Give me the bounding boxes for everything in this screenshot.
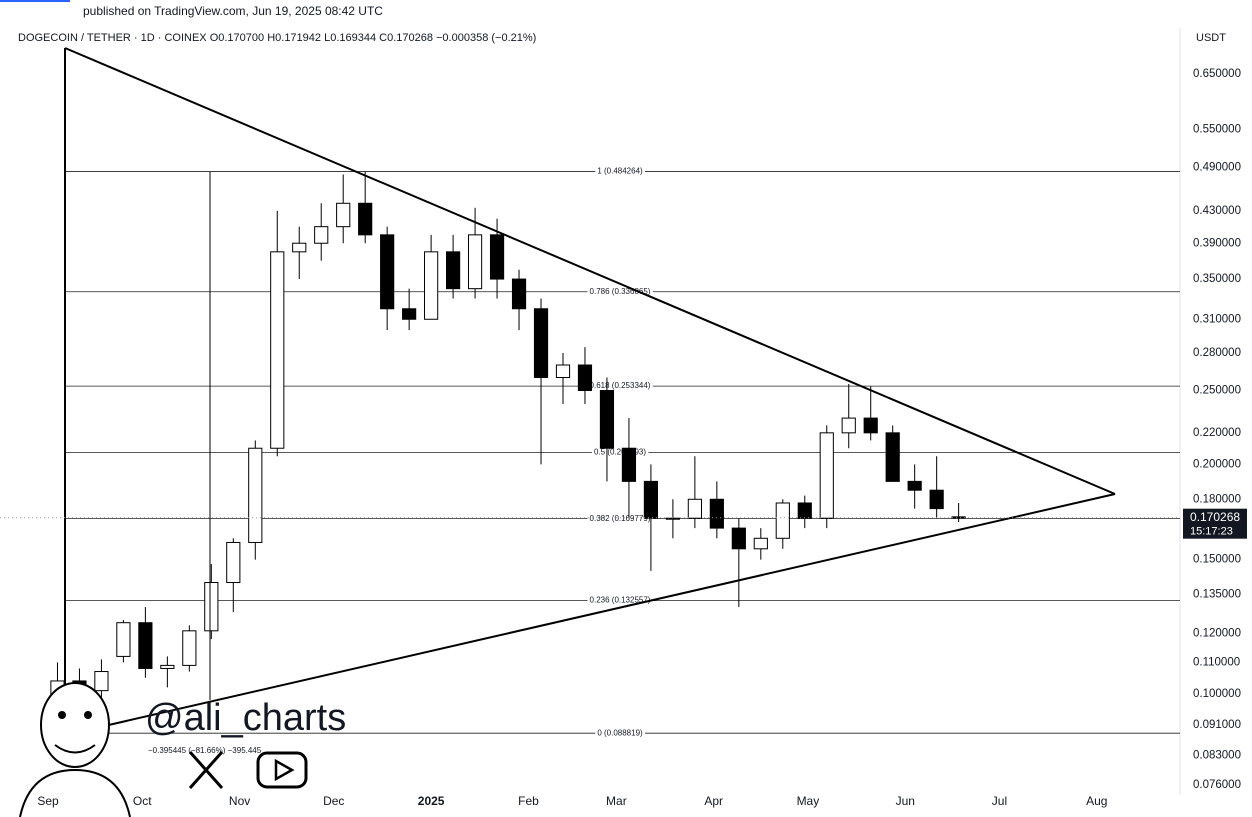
youtube-logo [256,751,308,789]
x-tick-label: Feb [518,794,539,808]
fib-level-label: 0.382 (0.169779) [590,514,651,523]
x-tick-label: Nov [229,794,250,808]
watermark: @ali_charts [145,697,346,739]
x-tick-label: May [797,794,820,808]
candle-body [116,622,131,657]
candle-body [226,541,241,584]
candle-body [665,517,680,520]
fib-level-label: 0.236 (0.132557) [590,596,651,605]
y-tick-label: 0.120000 [1193,628,1241,640]
candle-body [292,242,307,253]
candle-body [687,498,702,519]
y-tick-label: 0.310000 [1193,313,1241,325]
candle-body [248,447,263,543]
y-tick-label: 0.110000 [1193,656,1240,668]
candle-body [885,432,900,482]
measure-label: −0.395445 (−81.66%) −395.445 [148,746,262,755]
y-tick-label: 0.550000 [1193,123,1241,135]
x-tick-label: Apr [704,794,723,808]
candle-body [204,582,219,632]
published-note: published on TradingView.com, Jun 19, 20… [83,4,383,18]
candle-body [380,234,395,310]
candle-body [402,308,417,320]
y-tick-label: 0.220000 [1193,427,1241,439]
y-tick-label: 0.280000 [1193,347,1241,359]
y-tick-label: 0.083000 [1193,750,1241,762]
candle-body [775,502,790,539]
candle-body [599,389,615,449]
fib-label-bg [587,381,653,391]
avatar [19,682,131,817]
candle-body [511,278,527,310]
last-price-label: 0.170268 [1190,510,1240,524]
last-price-box [1183,508,1247,539]
fib-level-label: 0.5 (0.207393) [594,447,646,456]
y-tick-label: 0.200000 [1193,458,1241,470]
x-tick-label: Dec [323,794,344,808]
candle-body [863,417,878,434]
fib-label-bg [587,286,653,296]
x-tick-label: Jul [992,794,1007,808]
y-tick-label: 0.091000 [1193,719,1241,731]
candle-body [446,251,461,290]
x-logo [188,751,224,789]
countdown-label: 15:17:23 [1190,526,1233,538]
candle-body [929,489,944,510]
candle-body [467,234,483,290]
x-tick-label: Jun [896,794,915,808]
fib-label-bg [587,595,653,605]
candle-body [270,251,285,449]
x-tick-label: Sep [37,794,59,808]
y-tick-label: 0.350000 [1193,273,1241,285]
y-tick-label: 0.650000 [1193,68,1241,80]
y-tick-label: 0.490000 [1193,162,1241,174]
candle-body [138,622,153,669]
candle-body [577,364,593,391]
y-tick-label: 0.430000 [1193,205,1241,217]
y-tick-label: 0.180000 [1193,493,1241,505]
y-axis-label: USDT [1196,32,1226,44]
triangle-drawing [64,47,1116,736]
candle-body [797,502,812,519]
candle-body [182,630,197,666]
candle-body [489,234,505,280]
candle-body [160,664,175,669]
candle-body [709,498,724,529]
candle-body [533,308,549,379]
fib-label-bg [587,513,653,523]
candle-body [951,516,966,519]
candle-body [907,480,922,491]
x-tick-label: 2025 [418,794,445,808]
candle-body [424,251,439,320]
y-tick-label: 0.250000 [1193,385,1241,397]
y-tick-label: 0.150000 [1193,554,1241,566]
fib-level-label: 0 (0.088819) [597,728,643,737]
fib-label-bg [591,447,649,457]
candle-body [314,226,329,244]
candle-body [819,432,834,519]
y-tick-label: 0.390000 [1193,237,1241,249]
chart-title: DOGECOIN / TETHER · 1D · COINEX O0.17070… [18,32,536,44]
candle-body [621,447,637,482]
fib-level-label: 1 (0.484264) [597,167,643,176]
candle-body [555,364,571,379]
candle-body [643,480,659,519]
y-tick-label: 0.135000 [1193,589,1241,601]
candle-body [94,671,109,692]
x-tick-label: Aug [1086,794,1107,808]
y-tick-label: 0.076000 [1193,779,1241,791]
fib-level-label: 0.786 (0.336865) [590,287,651,296]
candle-body [358,202,373,236]
fib-level-label: 0.618 (0.253344) [590,381,651,390]
x-tick-label: Oct [133,794,152,808]
fib-label-bg [595,728,646,738]
candle-body [731,527,746,550]
candle-body [336,202,351,228]
candle-body [753,537,768,550]
candle-body [841,417,856,434]
y-tick-label: 0.100000 [1193,688,1241,700]
fib-label-bg [595,166,646,176]
x-tick-label: Mar [606,794,627,808]
